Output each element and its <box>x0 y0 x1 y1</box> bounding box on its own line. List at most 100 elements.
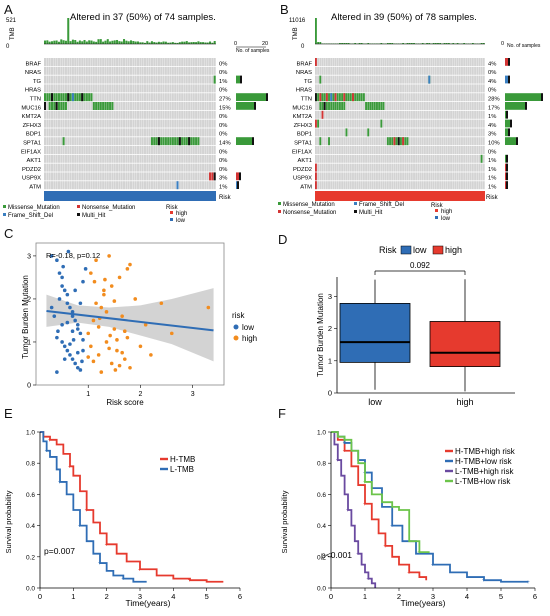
scatter-point-low <box>70 357 75 361</box>
oncoplot-cell <box>467 163 470 172</box>
oncoplot-cell <box>474 172 476 181</box>
legend-high-dot <box>233 335 239 341</box>
mutation-cell <box>95 102 98 110</box>
oncoplot-cell <box>74 102 77 110</box>
y-tick-label: 0.4 <box>317 523 326 530</box>
oncoplot-cell <box>146 137 149 146</box>
oncoplot-cell <box>160 154 163 163</box>
oncoplot-cell <box>434 146 437 154</box>
oncoplot-cell <box>404 66 407 75</box>
oncoplot-cell <box>386 110 389 119</box>
oncoplot-cell <box>430 163 433 172</box>
oncoplot-cell <box>195 181 198 190</box>
oncoplot-cell <box>209 102 212 110</box>
oncoplot-cell <box>400 75 402 84</box>
oncoplot-cell <box>336 163 339 172</box>
oncoplot-cell <box>148 181 151 190</box>
oncoplot-cell <box>60 137 63 146</box>
x-tick-label: 2 <box>105 592 109 601</box>
oncoplot-cell <box>341 75 344 84</box>
oncoplot-cell <box>71 58 74 66</box>
oncoplot-cell <box>452 110 455 119</box>
oncoplot-cell <box>332 75 335 84</box>
oncoplot-cell <box>183 110 186 119</box>
oncoplot-cell <box>393 128 396 137</box>
oncoplot-cell <box>315 146 317 154</box>
oncoplot-cell <box>445 172 448 181</box>
oncoplot-cell <box>164 84 167 93</box>
oncoplot-cell <box>434 58 437 66</box>
oncoplot-b: Altered in 39 (50%) of 78 samples. 11016… <box>278 12 543 222</box>
oncoplot-cell <box>53 84 56 93</box>
oncoplot-cell <box>478 154 481 163</box>
oncoplot-cell <box>125 119 128 128</box>
oncoplot-cell <box>76 75 79 84</box>
oncoplot-cell <box>199 84 202 93</box>
mutation-cell <box>197 137 200 146</box>
scatter-point-low <box>56 329 60 334</box>
y-tick-label: 3 <box>328 292 332 301</box>
oncoplot-cell <box>432 154 435 163</box>
gene-freq-bar-multi <box>252 137 254 145</box>
oncoplot-cell <box>354 128 357 137</box>
oncoplot-cell <box>480 75 483 84</box>
tmb-min-a: 0 <box>6 44 10 50</box>
oncoplot-cell <box>413 172 415 181</box>
oncoplot-cell <box>406 110 409 119</box>
tmb-bar <box>111 40 114 44</box>
tmb-bar <box>456 43 459 44</box>
oncoplot-cell <box>393 172 396 181</box>
oncoplot-cell <box>141 181 144 190</box>
oncoplot-cell <box>365 137 368 146</box>
oncoplot-cell <box>474 128 476 137</box>
oncoplot-cell <box>109 119 112 128</box>
oncoplot-cell <box>120 154 123 163</box>
oncoplot-cell <box>423 128 426 137</box>
oncoplot-cell <box>109 181 112 190</box>
mutation-cell <box>62 102 65 110</box>
oncoplot-cell <box>382 119 385 128</box>
x-tick-label: low <box>368 397 382 407</box>
risk-legend-title: Risk <box>431 203 444 209</box>
oncoplot-cell <box>62 75 65 84</box>
oncoplot-cell <box>97 128 100 137</box>
oncoplot-cell <box>62 163 65 172</box>
oncoplot-cell <box>393 102 396 110</box>
oncoplot-cell <box>62 146 65 154</box>
oncoplot-cell <box>92 66 95 75</box>
oncoplot-cell <box>338 58 341 66</box>
oncoplot-cell <box>356 66 359 75</box>
oncoplot-cell <box>92 163 95 172</box>
oncoplot-cell <box>162 128 165 137</box>
oncoplot-cell <box>406 163 409 172</box>
oncoplot-cell <box>415 58 418 66</box>
oncoplot-cell <box>391 128 394 137</box>
oncoplot-cell <box>371 93 374 102</box>
oncoplot-cell <box>211 128 214 137</box>
oncoplot-cell <box>155 110 158 119</box>
legend-label: Multi_Hit <box>359 210 383 216</box>
oncoplot-cell <box>197 146 200 154</box>
gene-freq-bar-multi <box>508 75 510 84</box>
oncoplot-cell <box>44 58 47 66</box>
oncoplot-cell <box>62 172 65 181</box>
oncoplot-cell <box>169 58 172 66</box>
mutation-cell <box>192 137 195 146</box>
oncoplot-cell <box>50 110 53 119</box>
scatter-point-low <box>61 264 65 269</box>
gene-percent: 27% <box>219 97 231 103</box>
oncoplot-cell <box>328 110 330 119</box>
mutation-cell <box>330 93 333 102</box>
oncoplot-cell <box>332 163 335 172</box>
oncoplot-cell <box>195 110 198 119</box>
oncoplot-cell <box>419 128 422 137</box>
oncoplot-cell <box>55 137 58 146</box>
oncoplot-cell <box>202 58 205 66</box>
oncoplot-cell <box>356 119 359 128</box>
oncoplot-cell <box>146 66 149 75</box>
oncoplot-cell <box>443 128 446 137</box>
oncoplot-cell <box>197 58 200 66</box>
oncoplot-cell <box>106 93 109 102</box>
oncoplot-cell <box>410 163 413 172</box>
oncoplot-cell <box>463 93 466 102</box>
